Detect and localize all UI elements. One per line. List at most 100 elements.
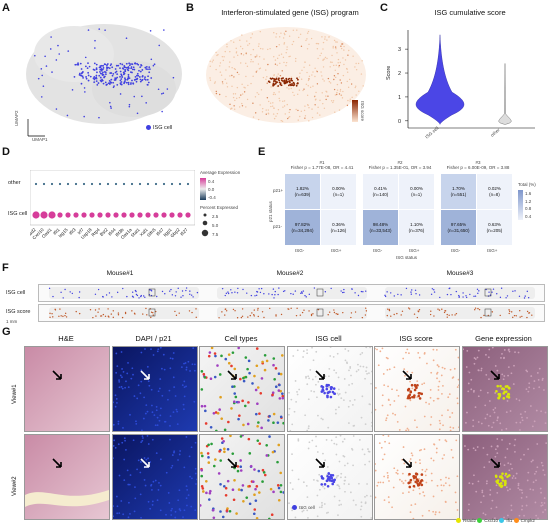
tile-point (367, 460, 370, 463)
score-point (288, 116, 291, 118)
isg-cell-point (141, 75, 144, 78)
tile-point (490, 426, 493, 429)
tile-point (172, 450, 175, 453)
strip-point (295, 314, 298, 317)
isg-cell-point (112, 86, 115, 89)
tile-point (334, 436, 337, 439)
tile-point (541, 379, 543, 381)
tile-point (231, 385, 234, 389)
zoom-box (484, 308, 492, 317)
tile-point (487, 424, 490, 427)
strip-point (251, 312, 253, 314)
isg-cell-point (139, 66, 142, 69)
strip-point (365, 307, 367, 309)
tile-point (370, 425, 372, 427)
isg-cell-point (55, 59, 58, 61)
isg-cell-point (94, 47, 96, 49)
score-point (219, 71, 222, 73)
strip-point (313, 287, 316, 289)
tile-point (281, 392, 284, 395)
score-point-high (296, 82, 299, 84)
cluster-point (502, 397, 505, 400)
tile-point (401, 480, 403, 483)
tile-point (178, 450, 181, 452)
tile-point (219, 510, 222, 513)
heat-row-tick: p21- (273, 224, 283, 229)
tile-point (508, 488, 511, 491)
tile-point (504, 456, 506, 459)
tile-point (168, 367, 171, 370)
score-point (250, 37, 252, 39)
strip-point (149, 289, 151, 291)
tile-point (160, 394, 163, 397)
tile-point (343, 490, 346, 493)
violin-ytick: 2 (398, 71, 401, 77)
tile-point (217, 472, 221, 475)
isg-cell-point (128, 105, 131, 108)
tile-point (248, 371, 251, 375)
isg-cell-point (94, 39, 96, 42)
tile-point (351, 464, 354, 467)
tile-point (423, 415, 426, 418)
g-image-tile (374, 434, 460, 520)
strip-point (350, 312, 353, 314)
score-point (286, 48, 288, 51)
isg-cell-point (99, 68, 102, 71)
cluster-point (408, 472, 411, 476)
score-point (342, 74, 345, 77)
heat-cell: 1.70% (n=551) (441, 174, 476, 209)
strip-point (195, 308, 197, 310)
strip-point (301, 311, 304, 314)
tile-point (486, 391, 489, 394)
tile-point (473, 357, 475, 359)
tile-point (456, 475, 459, 478)
strip-point (60, 291, 62, 294)
tile-point (493, 411, 495, 414)
tile-point (535, 409, 538, 412)
tile-point (175, 410, 178, 413)
score-point-high (274, 80, 277, 83)
score-point (337, 62, 339, 64)
tile-point (387, 399, 390, 402)
tile-point (119, 500, 122, 502)
cluster-point (507, 396, 510, 399)
tile-point (189, 505, 192, 508)
tile-point (421, 383, 424, 386)
score-point (326, 39, 328, 41)
tile-point (323, 459, 326, 462)
cluster-point (329, 479, 333, 483)
score-point (321, 36, 323, 38)
tile-point (194, 441, 196, 444)
score-point (332, 47, 334, 49)
strip-point (116, 291, 119, 294)
tile-point (496, 416, 499, 419)
heat-cell: 0.41% (n=140) (363, 174, 398, 209)
g-image-tile (461, 346, 548, 432)
tile-point (238, 414, 241, 417)
tile-point (448, 393, 451, 395)
tile-point (399, 478, 401, 481)
isg-cell-point (128, 103, 131, 106)
strip-point (181, 290, 184, 292)
tile-point (115, 398, 118, 400)
tile-point (163, 368, 166, 371)
tile-point (347, 369, 350, 372)
score-point-high (296, 77, 298, 80)
tile-point (485, 413, 488, 416)
tile-point (131, 373, 134, 376)
tile-point (368, 403, 371, 406)
isg-cell-point (105, 69, 108, 72)
tile-point (141, 435, 143, 438)
score-point (357, 62, 360, 65)
strip-point (492, 288, 495, 290)
score-point (308, 107, 310, 109)
strip-point (62, 297, 64, 299)
tile-point (272, 490, 275, 494)
tile-point (477, 369, 480, 372)
gene-label: Bst2 (99, 227, 109, 237)
score-point (235, 47, 237, 50)
score-point (327, 95, 329, 97)
isg-cell-point (130, 66, 133, 68)
tile-point (265, 454, 269, 457)
strip-point (258, 288, 260, 290)
